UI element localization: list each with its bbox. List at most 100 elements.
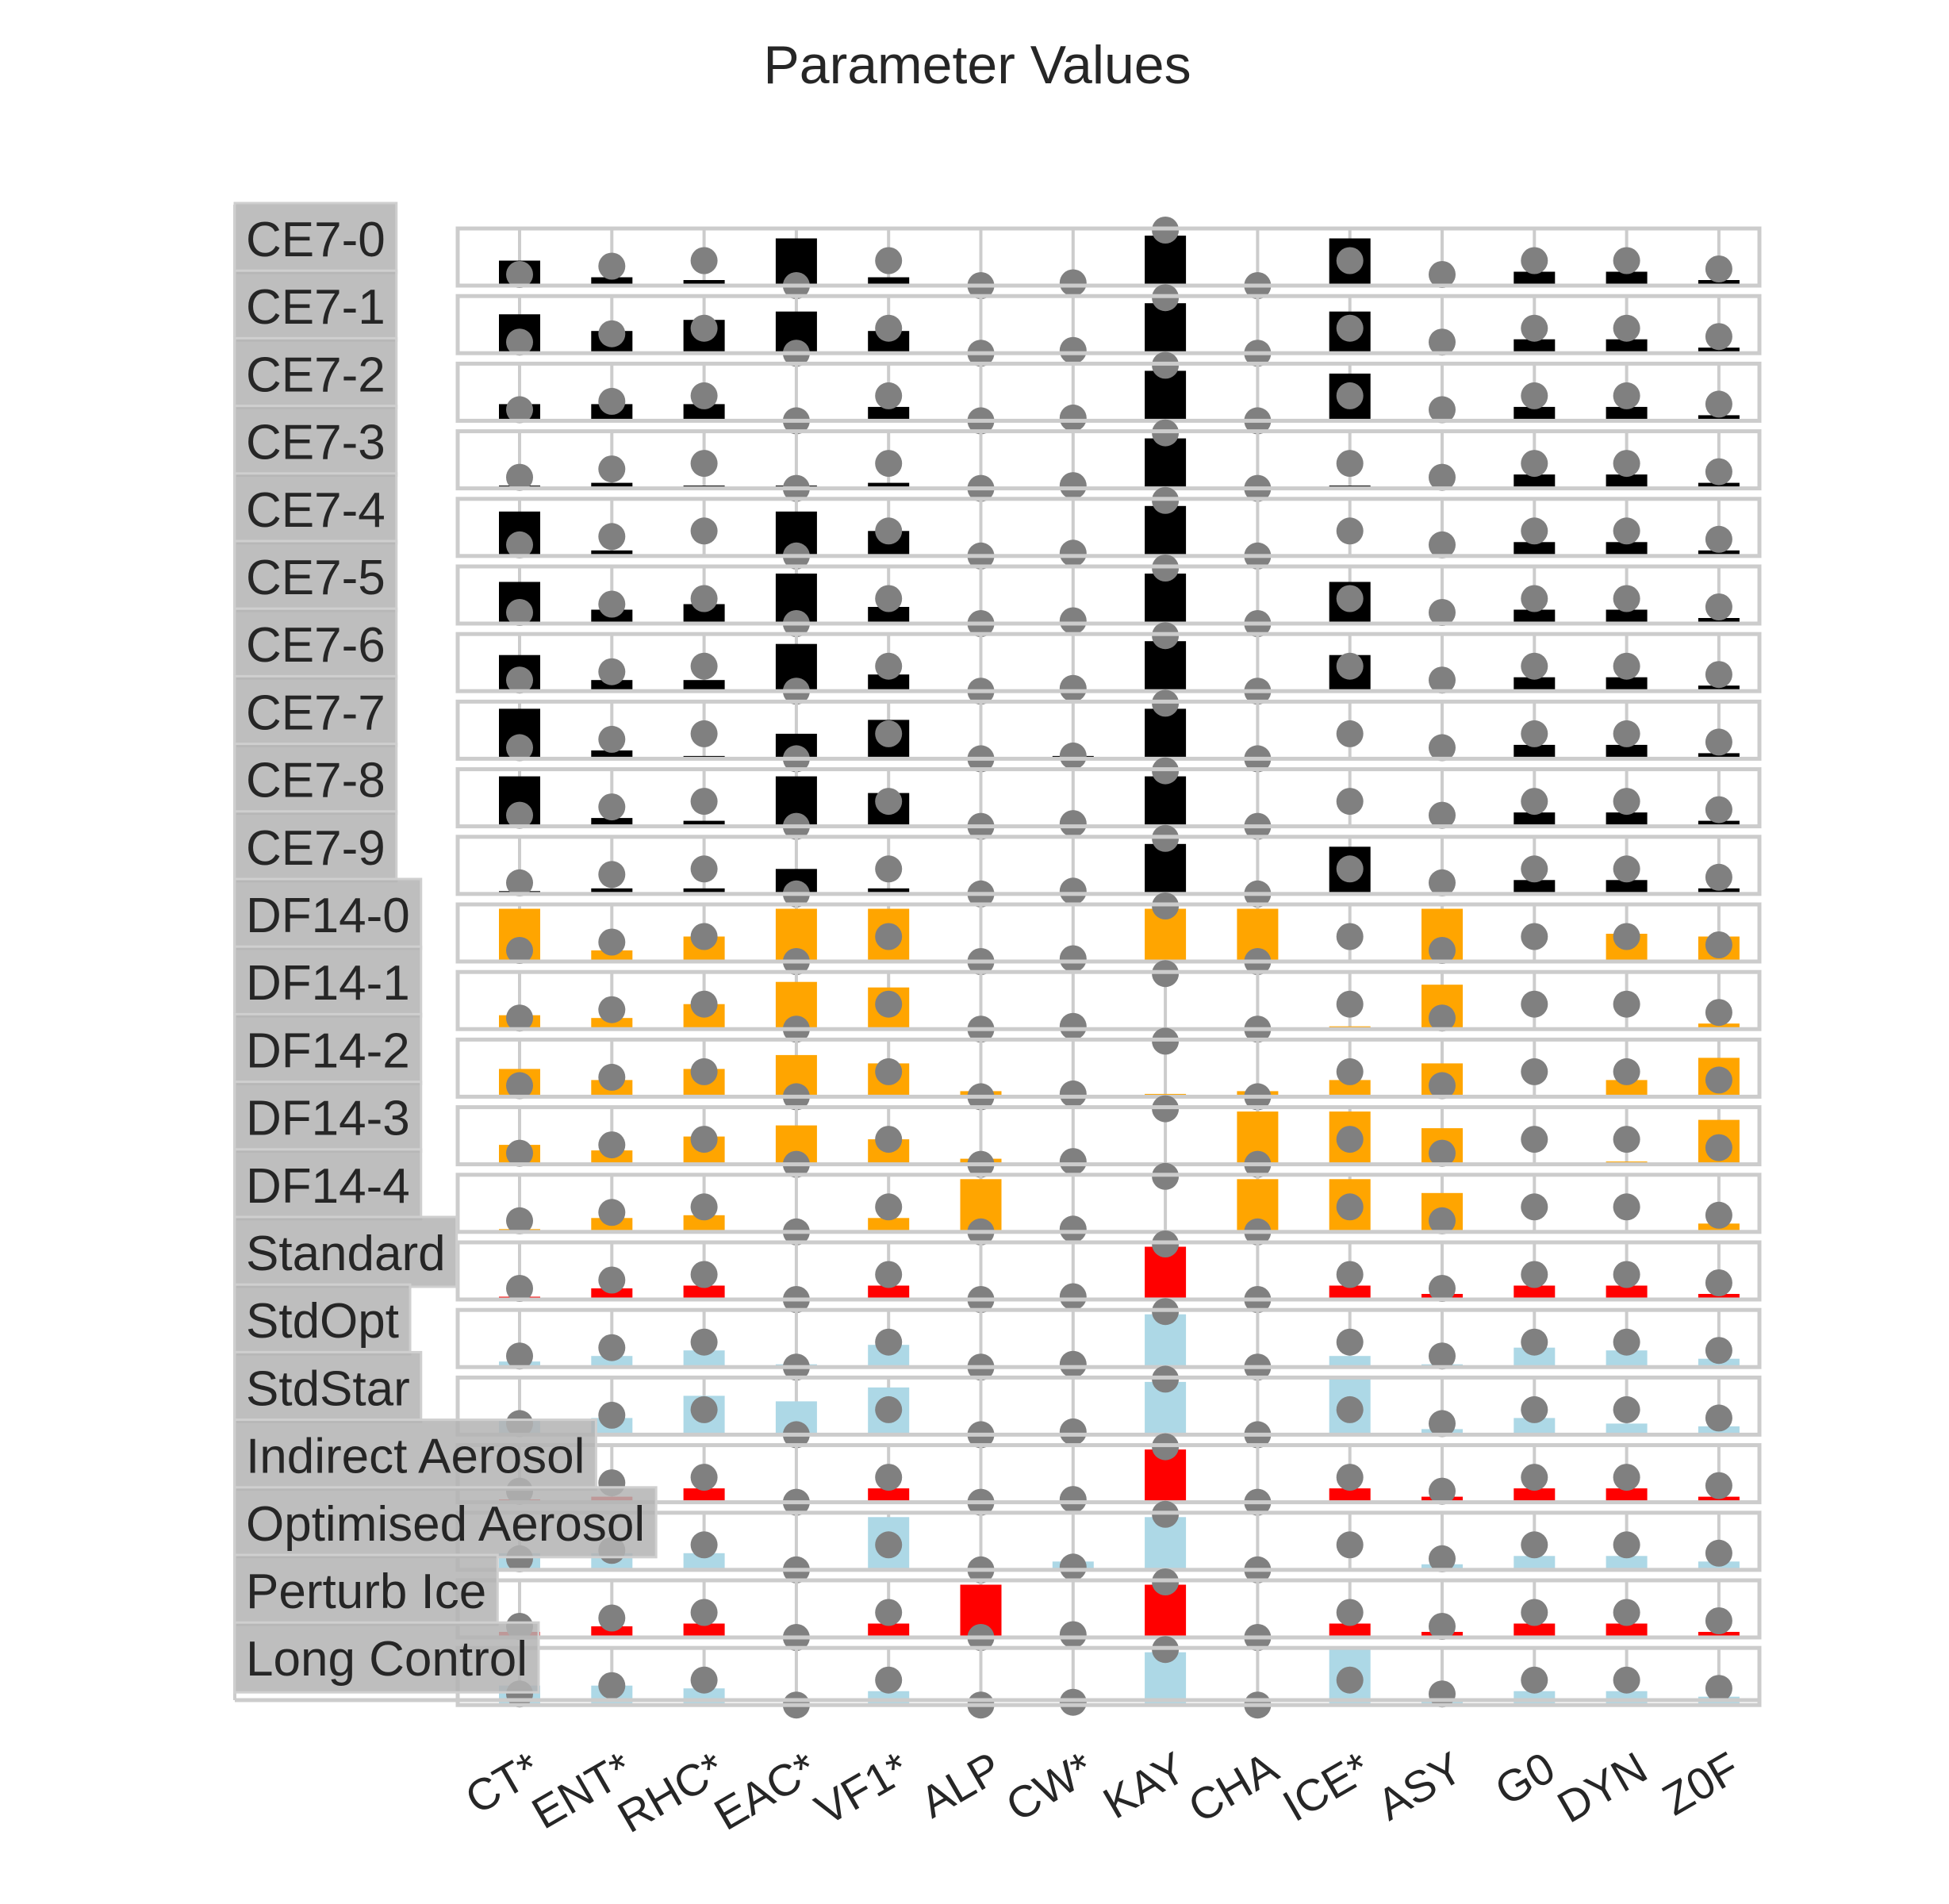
default-marker (690, 382, 718, 409)
bar (1698, 1496, 1740, 1503)
default-marker (1705, 1539, 1732, 1567)
bar (1698, 482, 1740, 489)
default-marker (1059, 1418, 1087, 1445)
default-marker (1613, 1126, 1640, 1154)
default-marker (1429, 734, 1456, 762)
default-marker (1429, 396, 1456, 424)
default-marker (1059, 810, 1087, 838)
row-label: CE7-0 (246, 213, 386, 267)
default-marker (1336, 585, 1364, 612)
bar (1698, 280, 1740, 286)
default-marker (1336, 450, 1364, 478)
default-marker (1613, 1599, 1640, 1626)
default-marker (1336, 1126, 1364, 1154)
bar (1514, 1285, 1556, 1299)
default-marker (506, 531, 533, 559)
bar (591, 1018, 633, 1030)
default-marker (1613, 1531, 1640, 1559)
default-marker (1429, 599, 1456, 626)
default-marker (1521, 517, 1548, 545)
row-label-background (233, 1350, 423, 1423)
row-frame (455, 1105, 1762, 1167)
bar (1606, 1488, 1648, 1503)
default-marker (1521, 1193, 1548, 1221)
default-marker (690, 1328, 718, 1356)
bar (1514, 1488, 1556, 1503)
bar (683, 1215, 725, 1232)
default-marker (875, 788, 903, 816)
default-marker (598, 1063, 626, 1091)
default-marker (1521, 382, 1548, 409)
default-marker (1521, 720, 1548, 747)
default-marker (1705, 1269, 1732, 1296)
bar (1698, 888, 1740, 894)
bar (1514, 406, 1556, 421)
default-marker (1705, 661, 1732, 689)
bar (1145, 776, 1187, 827)
default-marker (1059, 336, 1087, 364)
default-marker (690, 990, 718, 1018)
row-long-control (455, 1636, 1762, 1719)
default-marker (1521, 450, 1548, 478)
default-marker (506, 1207, 533, 1234)
row-label: Perturb Ice (246, 1564, 486, 1619)
default-marker (506, 1072, 533, 1100)
bar (868, 674, 910, 692)
default-marker (875, 517, 903, 545)
default-marker (1705, 1201, 1732, 1229)
bar (868, 277, 910, 286)
default-marker (1705, 1134, 1732, 1161)
default-marker (598, 1199, 626, 1226)
default-marker (1705, 863, 1732, 891)
default-marker (690, 788, 718, 816)
default-marker (690, 1058, 718, 1085)
bar (591, 1626, 633, 1637)
default-marker (1705, 931, 1732, 958)
bar (1698, 1023, 1740, 1030)
default-marker (598, 1131, 626, 1159)
default-marker (1429, 869, 1456, 896)
row-frame (455, 361, 1762, 423)
row-ce7-1 (455, 284, 1762, 367)
default-marker (690, 1599, 718, 1626)
bar (591, 277, 633, 286)
row-ce7-3 (455, 419, 1762, 502)
default-marker (598, 658, 626, 685)
row-frame (455, 564, 1762, 626)
default-marker (506, 734, 533, 762)
bar (1698, 415, 1740, 421)
default-marker (690, 1666, 718, 1694)
default-marker (598, 725, 626, 753)
default-marker (1705, 999, 1732, 1027)
row-label: CE7-9 (246, 821, 386, 876)
default-marker (690, 855, 718, 883)
bar (1606, 339, 1648, 354)
row-ce7-9 (455, 824, 1762, 908)
row-ce7-2 (455, 351, 1762, 435)
default-marker (598, 996, 626, 1023)
bar (1606, 744, 1648, 759)
bar (868, 1623, 910, 1637)
default-marker (1613, 450, 1640, 478)
row-frame (455, 1173, 1762, 1234)
default-marker (875, 450, 903, 478)
default-marker (875, 382, 903, 409)
row-label-background (233, 1621, 540, 1694)
default-marker (1336, 923, 1364, 950)
default-marker (690, 517, 718, 545)
row-label: CE7-4 (246, 483, 386, 538)
row-stdopt (455, 1298, 1762, 1381)
default-marker (1059, 674, 1087, 702)
default-marker (875, 1666, 903, 1694)
default-marker (506, 328, 533, 356)
default-marker (1059, 1486, 1087, 1514)
bar (1514, 542, 1556, 556)
default-marker (1613, 720, 1640, 747)
default-marker (1705, 458, 1732, 486)
default-marker (506, 599, 533, 626)
default-marker (1521, 855, 1548, 883)
bar (868, 406, 910, 421)
default-marker (1705, 593, 1732, 620)
default-marker (1521, 314, 1548, 342)
default-marker (1429, 937, 1456, 964)
